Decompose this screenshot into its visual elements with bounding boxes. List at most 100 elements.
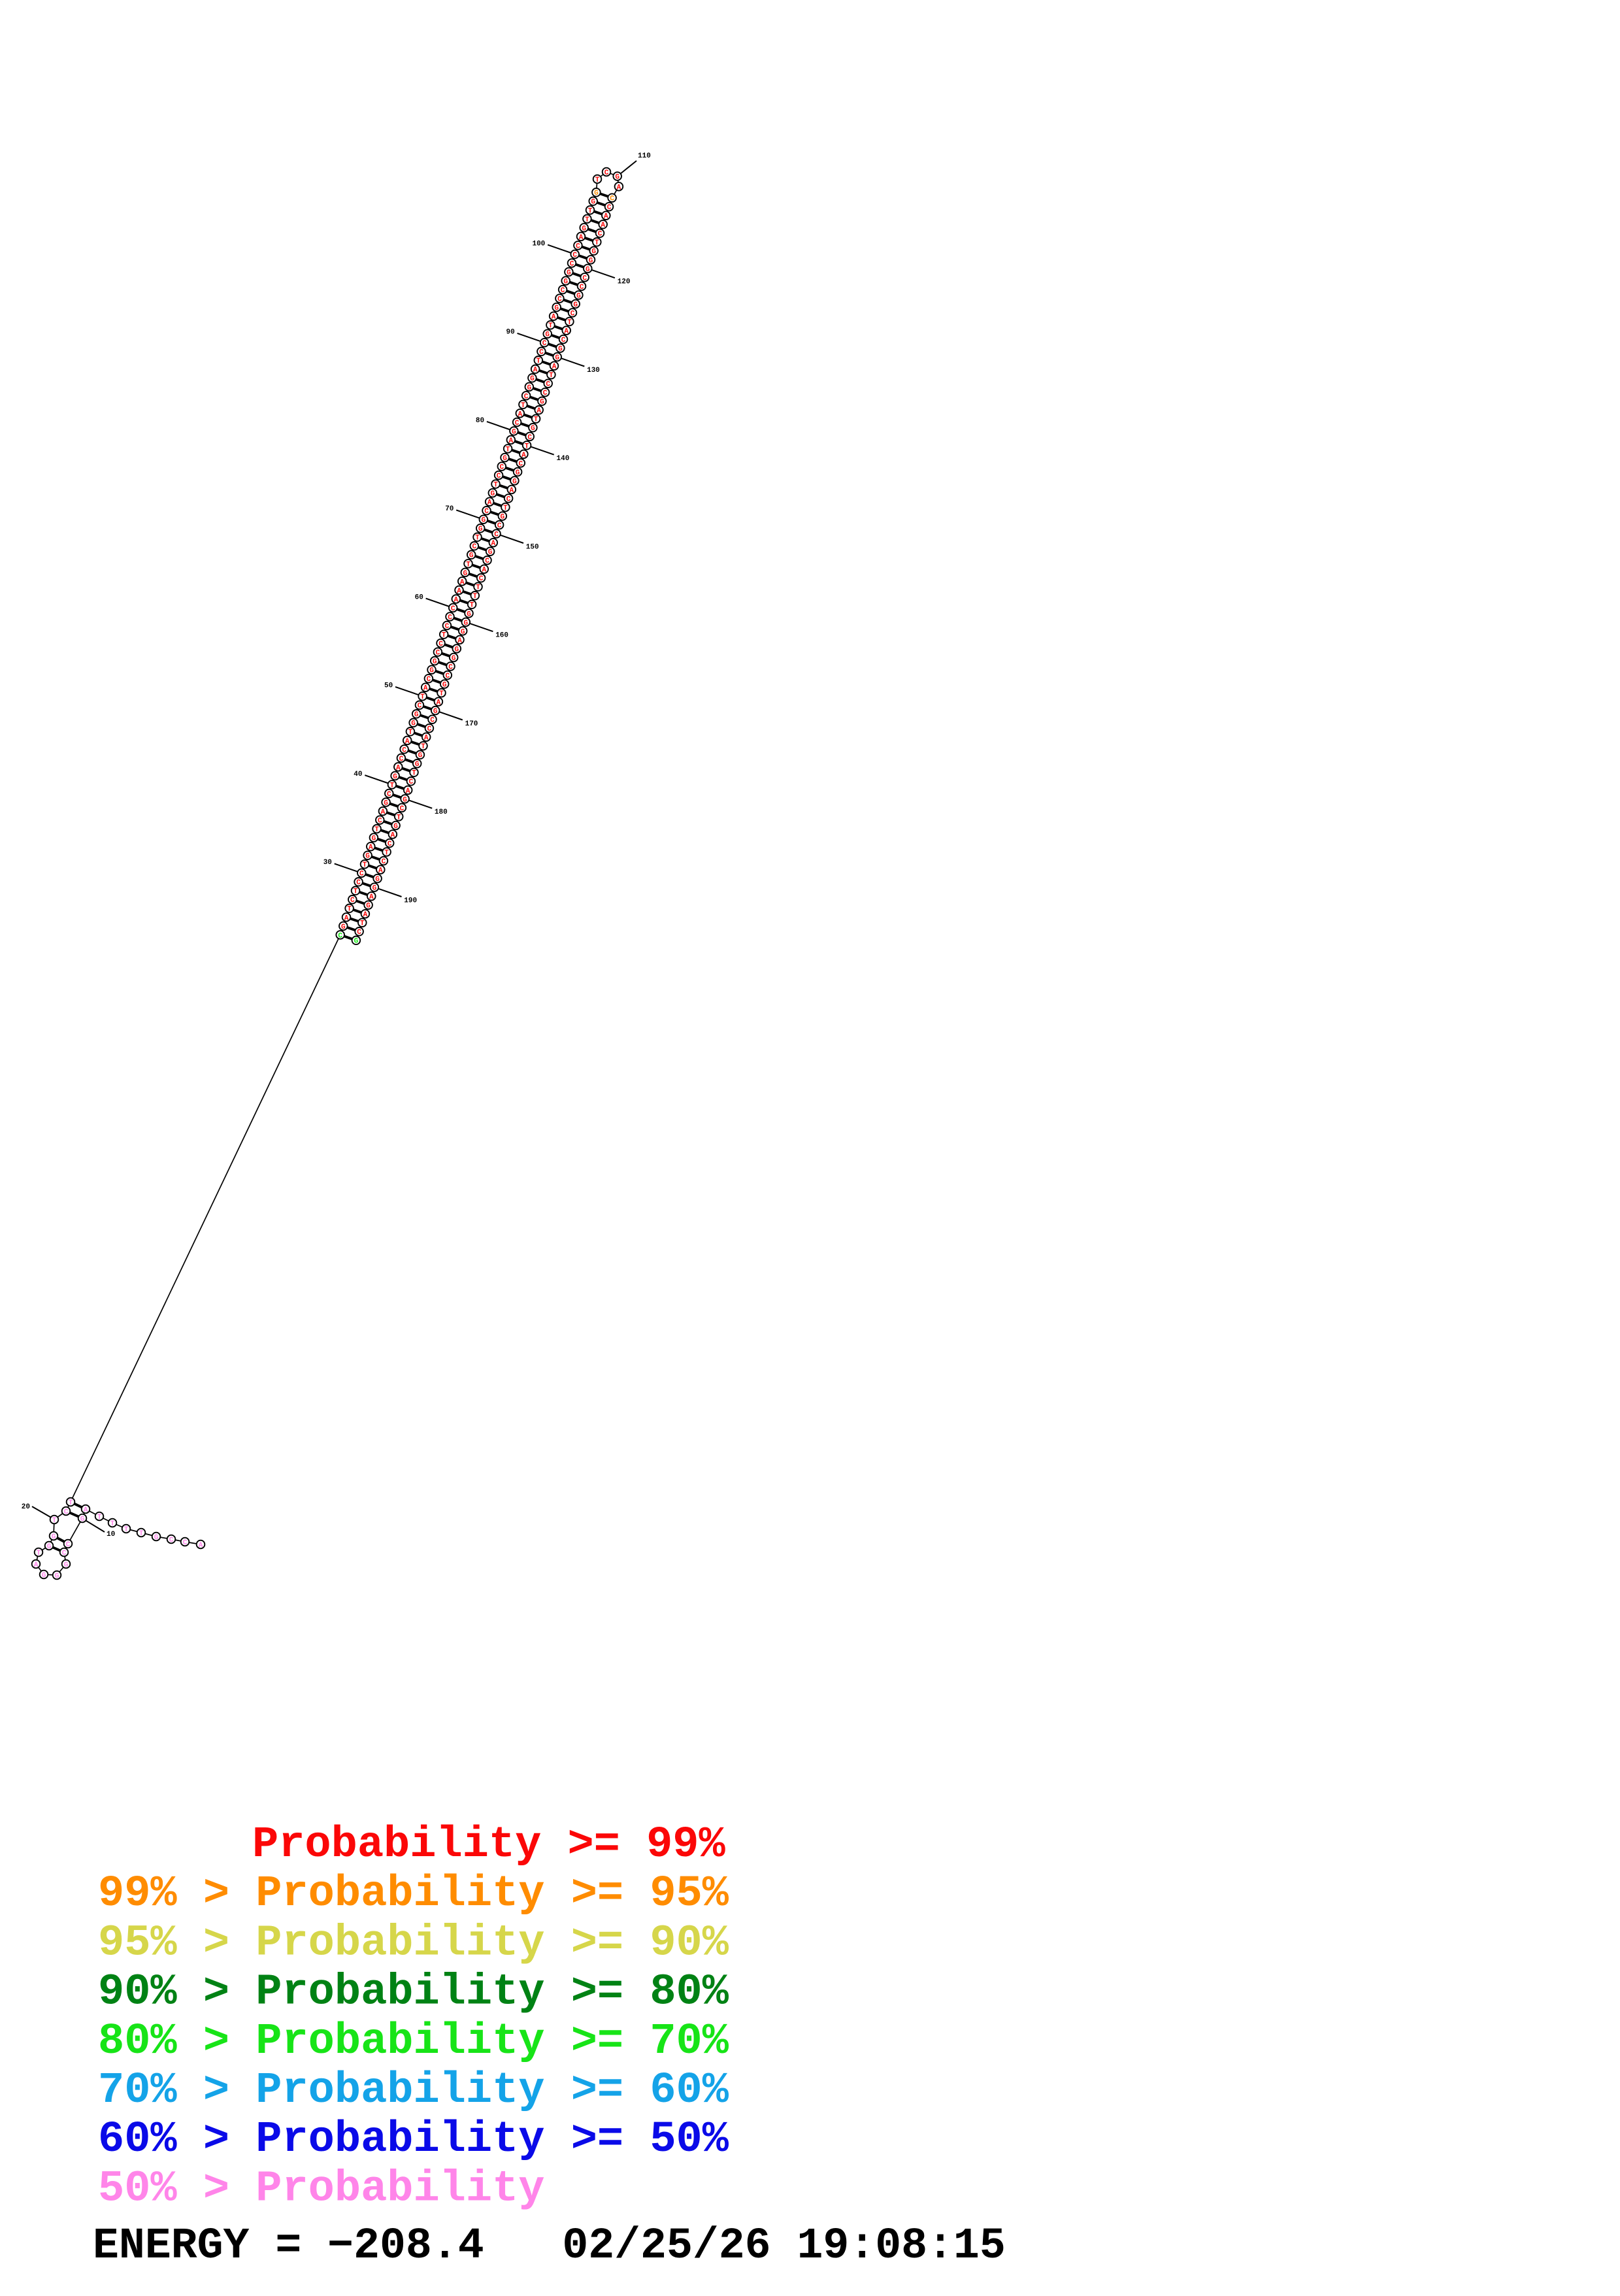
svg-text:170: 170 <box>465 720 478 728</box>
svg-text:G: G <box>615 174 620 182</box>
svg-text:60: 60 <box>415 593 423 601</box>
svg-text:A: A <box>406 788 410 795</box>
svg-text:T: T <box>408 729 413 737</box>
svg-text:C: C <box>582 275 587 282</box>
svg-text:G: G <box>418 752 423 760</box>
svg-text:G: G <box>52 1533 56 1541</box>
svg-text:T: T <box>69 1499 73 1507</box>
svg-text:G: G <box>563 278 568 286</box>
svg-text:A: A <box>533 367 538 374</box>
svg-text:C: C <box>382 858 386 866</box>
svg-text:G: G <box>589 257 593 265</box>
svg-text:C: C <box>515 420 520 427</box>
svg-text:G: G <box>586 266 590 274</box>
svg-text:G: G <box>558 346 563 354</box>
svg-text:70: 70 <box>445 505 454 513</box>
svg-text:C: C <box>64 1508 69 1516</box>
svg-text:130: 130 <box>587 367 600 374</box>
svg-text:T: T <box>521 402 525 410</box>
svg-text:T: T <box>567 319 572 327</box>
svg-text:C: C <box>436 650 440 657</box>
svg-text:T: T <box>506 446 510 454</box>
svg-text:T: T <box>384 849 389 857</box>
svg-text:T: T <box>439 690 444 698</box>
svg-text:C: C <box>472 543 476 551</box>
svg-text:95% > Probability >= 90%: 95% > Probability >= 90% <box>98 1918 729 1968</box>
svg-text:G: G <box>393 823 398 831</box>
svg-text:C: C <box>66 1541 71 1549</box>
svg-text:50: 50 <box>384 682 393 690</box>
svg-text:G: G <box>341 923 346 931</box>
svg-text:C: C <box>524 393 529 401</box>
svg-text:A: A <box>457 637 462 645</box>
svg-text:C: C <box>576 242 580 250</box>
svg-text:G: G <box>393 773 397 781</box>
svg-text:A: A <box>617 184 621 191</box>
svg-text:190: 190 <box>404 897 417 905</box>
svg-text:99% > Probability >= 95%: 99% > Probability >= 95% <box>98 1869 729 1919</box>
svg-text:G: G <box>478 525 483 533</box>
svg-text:G: G <box>372 885 377 893</box>
svg-text:C: C <box>430 717 435 725</box>
svg-text:T: T <box>548 322 553 330</box>
svg-text:G: G <box>414 711 419 719</box>
svg-text:A: A <box>363 911 368 919</box>
svg-text:20: 20 <box>22 1503 30 1511</box>
svg-text:G: G <box>463 620 468 627</box>
svg-text:T: T <box>390 782 395 790</box>
svg-text:C: C <box>539 349 544 357</box>
svg-text:T: T <box>354 888 358 896</box>
svg-text:C: C <box>445 673 450 680</box>
svg-text:70% > Probability >= 60%: 70% > Probability >= 60% <box>98 2066 729 2116</box>
svg-text:T: T <box>124 1526 129 1534</box>
svg-text:C: C <box>570 310 575 318</box>
svg-text:T: T <box>412 770 416 778</box>
svg-text:100: 100 <box>532 240 545 248</box>
svg-text:T: T <box>536 358 540 365</box>
svg-text:G: G <box>55 1572 59 1580</box>
svg-text:G: G <box>500 514 504 522</box>
svg-text:C: C <box>402 746 406 754</box>
svg-text:G: G <box>42 1572 46 1580</box>
svg-text:T: T <box>549 372 554 380</box>
svg-text:G: G <box>512 428 516 436</box>
svg-text:C: C <box>484 508 489 516</box>
svg-text:C: C <box>350 897 355 905</box>
svg-text:A: A <box>84 1506 88 1514</box>
svg-text:50% > Probability: 50% > Probability <box>98 2164 545 2214</box>
svg-text:G: G <box>372 835 376 843</box>
svg-text:G: G <box>64 1561 69 1569</box>
svg-text:C: C <box>448 663 453 671</box>
svg-text:G: G <box>567 269 571 277</box>
svg-text:G: G <box>545 331 550 339</box>
svg-text:T: T <box>466 561 471 569</box>
svg-text:150: 150 <box>526 543 539 551</box>
svg-text:A: A <box>381 808 386 816</box>
svg-text:T: T <box>588 207 593 215</box>
svg-text:C: C <box>572 252 577 259</box>
svg-text:C: C <box>388 840 392 848</box>
svg-text:A: A <box>423 685 428 693</box>
svg-text:G: G <box>154 1534 159 1542</box>
svg-text:A: A <box>564 328 569 336</box>
svg-text:G: G <box>461 628 465 636</box>
svg-text:A: A <box>405 738 410 746</box>
svg-text:A: A <box>579 234 584 242</box>
svg-text:G: G <box>411 720 416 728</box>
svg-text:G: G <box>516 469 520 477</box>
svg-text:G: G <box>591 248 596 256</box>
svg-text:G: G <box>530 375 535 383</box>
svg-text:G: G <box>433 658 437 666</box>
svg-text:90% > Probability >= 80%: 90% > Probability >= 80% <box>98 1968 729 2018</box>
svg-text:C: C <box>506 495 511 503</box>
svg-text:G: G <box>454 646 459 654</box>
svg-text:G: G <box>467 610 471 618</box>
svg-text:T: T <box>475 535 480 542</box>
svg-text:A: A <box>199 1542 203 1550</box>
svg-text:C: C <box>570 260 574 268</box>
svg-text:T: T <box>97 1514 102 1522</box>
svg-text:30: 30 <box>323 859 332 867</box>
svg-text:T: T <box>52 1517 57 1525</box>
svg-text:80: 80 <box>476 417 484 425</box>
svg-text:A: A <box>344 914 349 922</box>
